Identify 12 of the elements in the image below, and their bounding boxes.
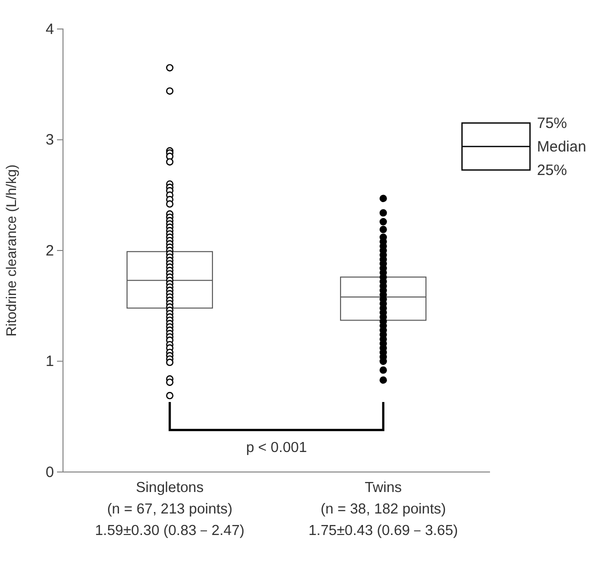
x-tick-label: Twins (n = 38, 182 points) 1.75±0.43 (0.69－3.65) [308,480,458,539]
y-tick-label: 3 [46,132,54,149]
y-tick-label: 0 [46,464,54,481]
y-tick-label: 1 [46,353,54,370]
y-tick-label: 4 [46,20,54,38]
text: 75% [537,115,568,132]
y-axis-title: Ritodrine clearance (L/h/kg) [3,164,19,336]
annotation: p < 0.001 [246,440,307,456]
text: Median [537,138,586,156]
text: 25% [537,162,568,179]
x-tick-label: Singletons (n = 67, 213 points) 1.59±0.30 (0.83－2.47) [94,480,245,539]
y-tick-label: 2 [46,242,54,260]
